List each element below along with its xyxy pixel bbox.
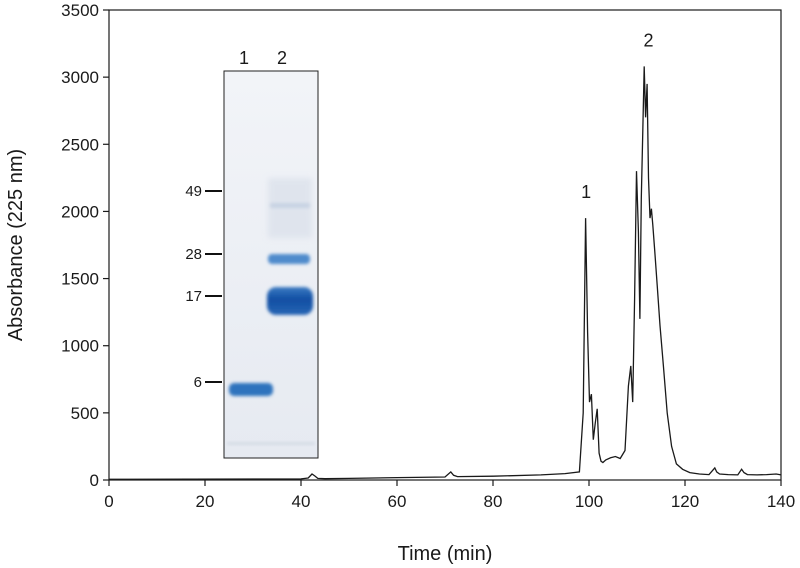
plot-frame	[108, 9, 782, 481]
x-axis-ticks: 0 20 40 60 80 100 120 140	[104, 480, 795, 511]
x-tick-label: 0	[104, 492, 113, 511]
marker-label-49: 49	[185, 183, 202, 200]
lane-label-2: 2	[277, 48, 287, 68]
x-tick-label: 100	[575, 492, 603, 511]
y-tick-label: 500	[71, 404, 99, 423]
gel-band-lane-1-6	[229, 383, 273, 396]
lane-label-1: 1	[239, 48, 249, 68]
gel-frame	[223, 70, 319, 459]
absorbance-trace	[108, 66, 782, 480]
peak-label-1: 1	[581, 182, 591, 202]
peak-annotations: 12	[581, 30, 653, 202]
x-tick-label: 80	[484, 492, 503, 511]
x-tick-label: 140	[767, 492, 795, 511]
x-axis-title: Time (min)	[398, 543, 493, 565]
y-axis-ticks: 0 500 1000 1500 2000 2500 3000 3500	[61, 1, 109, 490]
marker-label-28: 28	[185, 246, 202, 263]
x-tick-label: 60	[388, 492, 407, 511]
y-tick-label: 0	[90, 471, 99, 490]
x-tick-label: 40	[292, 492, 311, 511]
y-tick-label: 1000	[61, 337, 99, 356]
y-tick-label: 2000	[61, 202, 99, 221]
gel-band-lane-2-49	[270, 203, 310, 208]
gel-band-lane-2-17	[267, 287, 313, 315]
marker-label-17: 17	[185, 288, 202, 305]
gel-band-lane-2-28	[268, 254, 310, 264]
gel-dye-front	[227, 442, 315, 445]
y-tick-label: 2500	[61, 135, 99, 154]
x-tick-label: 120	[671, 492, 699, 511]
y-axis-title: Absorbance (225 nm)	[5, 149, 27, 341]
y-tick-label: 1500	[61, 270, 99, 289]
x-tick-label: 20	[196, 492, 215, 511]
y-tick-label: 3000	[61, 68, 99, 87]
marker-label-6: 6	[194, 374, 202, 391]
plot-axes	[108, 9, 782, 481]
gel-inset: 1 2 49 28 17 6	[185, 48, 319, 459]
y-tick-label: 3500	[61, 1, 99, 20]
peak-label-2: 2	[644, 30, 654, 50]
